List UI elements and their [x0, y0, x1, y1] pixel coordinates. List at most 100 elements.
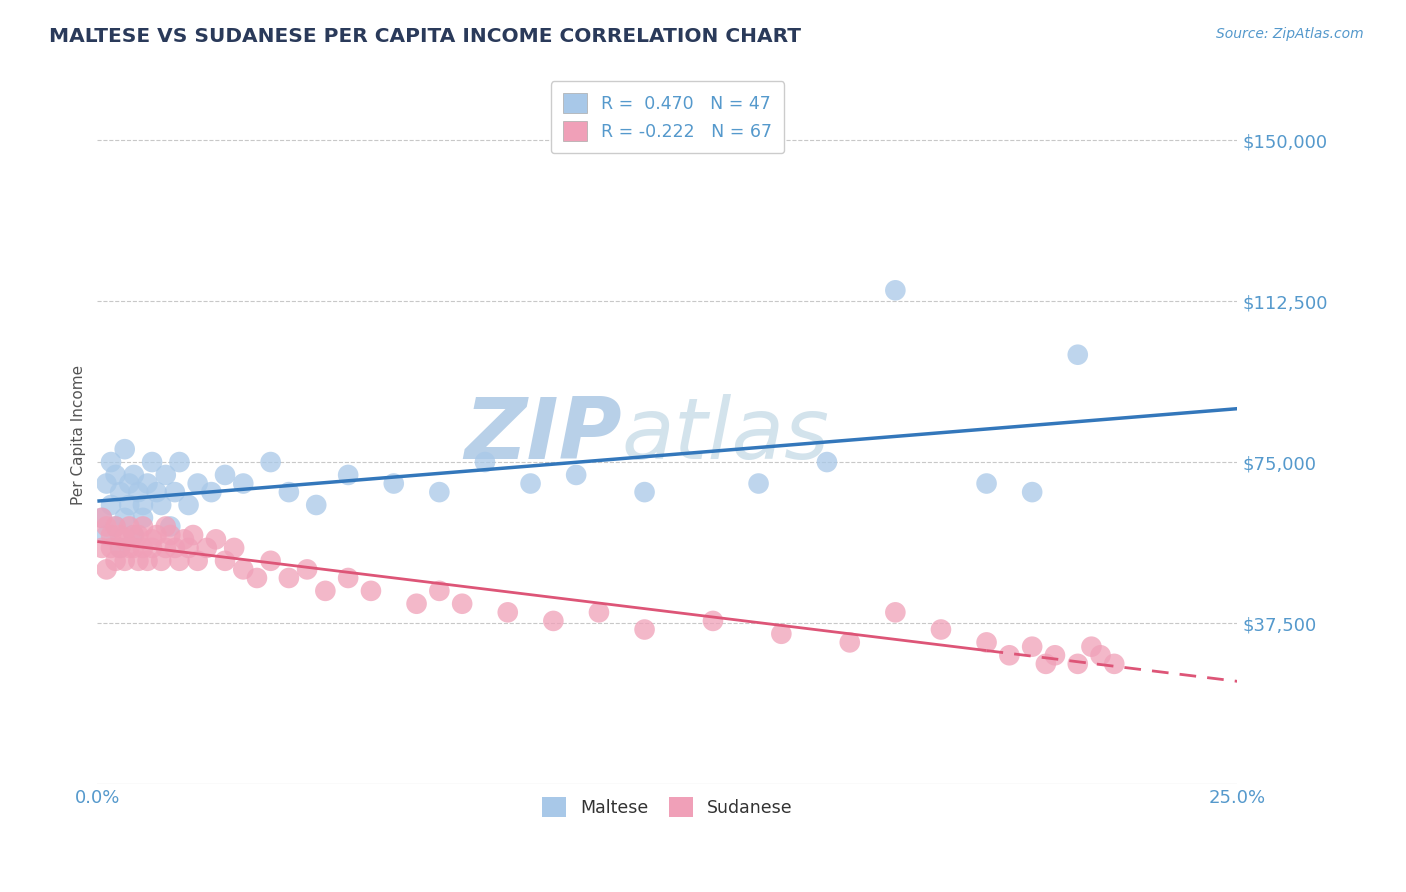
Point	[496, 605, 519, 619]
Point	[181, 528, 204, 542]
Point	[1102, 657, 1125, 671]
Point	[155, 541, 177, 555]
Point	[224, 541, 246, 555]
Point	[474, 455, 496, 469]
Point	[96, 528, 118, 542]
Point	[337, 467, 360, 482]
Point	[104, 467, 127, 482]
Point	[976, 635, 998, 649]
Point	[232, 562, 254, 576]
Point	[187, 476, 209, 491]
Point	[118, 519, 141, 533]
Point	[427, 583, 450, 598]
Point	[122, 528, 145, 542]
Point	[104, 519, 127, 533]
Point	[519, 476, 541, 491]
Point	[108, 541, 131, 555]
Point	[1067, 657, 1090, 671]
Point	[136, 554, 159, 568]
Point	[929, 623, 952, 637]
Point	[633, 485, 655, 500]
Point	[770, 627, 793, 641]
Point	[145, 485, 167, 500]
Point	[122, 541, 145, 555]
Point	[159, 519, 181, 533]
Point	[214, 554, 236, 568]
Point	[100, 455, 122, 469]
Point	[132, 541, 155, 555]
Point	[141, 533, 163, 547]
Text: MALTESE VS SUDANESE PER CAPITA INCOME CORRELATION CHART: MALTESE VS SUDANESE PER CAPITA INCOME CO…	[49, 27, 801, 45]
Point	[884, 605, 907, 619]
Point	[1043, 648, 1066, 663]
Y-axis label: Per Capita Income: Per Capita Income	[72, 365, 86, 505]
Point	[132, 519, 155, 533]
Point	[122, 467, 145, 482]
Point	[155, 519, 177, 533]
Point	[1080, 640, 1102, 654]
Point	[114, 511, 136, 525]
Point	[205, 533, 228, 547]
Point	[141, 455, 163, 469]
Point	[145, 528, 167, 542]
Point	[90, 511, 112, 525]
Point	[114, 554, 136, 568]
Point	[187, 554, 209, 568]
Point	[118, 541, 141, 555]
Point	[277, 485, 299, 500]
Point	[1021, 640, 1043, 654]
Point	[884, 283, 907, 297]
Point	[100, 528, 122, 542]
Point	[90, 511, 112, 525]
Point	[405, 597, 427, 611]
Point	[815, 455, 838, 469]
Point	[127, 485, 149, 500]
Point	[200, 485, 222, 500]
Point	[104, 519, 127, 533]
Point	[232, 476, 254, 491]
Point	[173, 533, 195, 547]
Point	[337, 571, 360, 585]
Point	[998, 648, 1021, 663]
Point	[177, 541, 200, 555]
Point	[633, 623, 655, 637]
Point	[108, 541, 131, 555]
Point	[108, 485, 131, 500]
Point	[132, 498, 155, 512]
Point	[90, 541, 112, 555]
Point	[132, 511, 155, 525]
Point	[114, 533, 136, 547]
Point	[305, 498, 328, 512]
Point	[1090, 648, 1112, 663]
Point	[169, 554, 191, 568]
Text: atlas: atlas	[621, 393, 830, 476]
Point	[127, 528, 149, 542]
Point	[214, 467, 236, 482]
Point	[127, 554, 149, 568]
Point	[96, 519, 118, 533]
Text: Source: ZipAtlas.com: Source: ZipAtlas.com	[1216, 27, 1364, 41]
Point	[1021, 485, 1043, 500]
Point	[382, 476, 405, 491]
Point	[295, 562, 318, 576]
Point	[976, 476, 998, 491]
Point	[141, 541, 163, 555]
Point	[100, 498, 122, 512]
Point	[118, 476, 141, 491]
Point	[159, 528, 181, 542]
Point	[838, 635, 860, 649]
Point	[195, 541, 218, 555]
Point	[259, 554, 281, 568]
Legend: Maltese, Sudanese: Maltese, Sudanese	[534, 790, 800, 824]
Point	[277, 571, 299, 585]
Point	[136, 476, 159, 491]
Point	[150, 554, 173, 568]
Point	[565, 467, 588, 482]
Point	[246, 571, 269, 585]
Point	[114, 442, 136, 457]
Point	[169, 455, 191, 469]
Point	[1035, 657, 1057, 671]
Point	[588, 605, 610, 619]
Point	[104, 554, 127, 568]
Point	[702, 614, 724, 628]
